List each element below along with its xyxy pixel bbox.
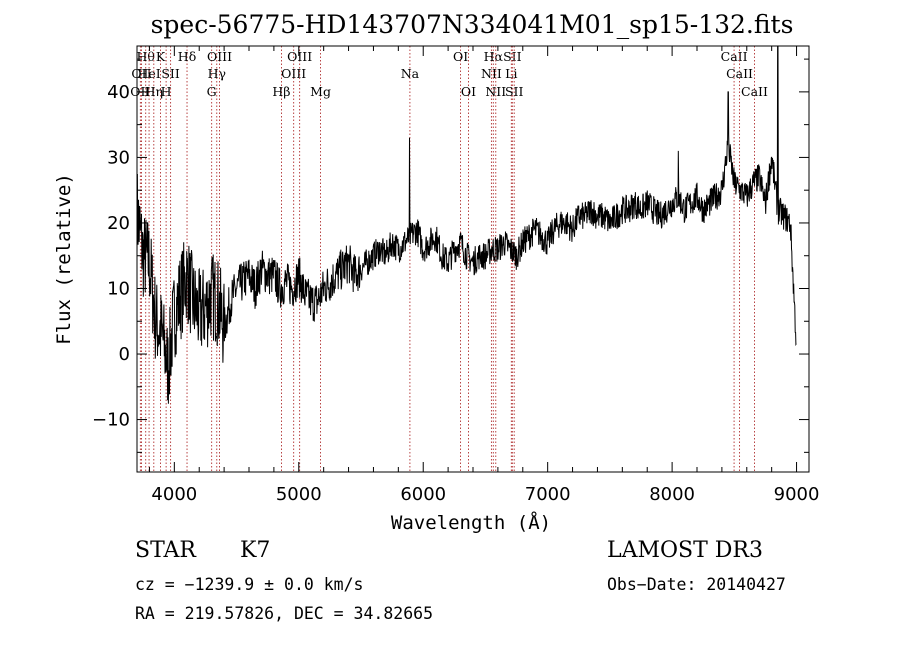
x-axis-label: Wavelength (Å)	[391, 511, 551, 534]
line-marker-label: Hθ	[136, 49, 154, 64]
x-tick-label: 4000	[151, 484, 197, 505]
line-marker-label: OIII	[281, 66, 306, 81]
line-marker-label: Hδ	[178, 49, 196, 64]
line-marker-label: Na	[401, 66, 420, 81]
x-tick-label: 8000	[649, 484, 695, 505]
line-marker-label: Hβ	[272, 84, 290, 99]
y-tick-label: −10	[92, 410, 130, 431]
redshift-value: cz = −1239.9 ± 0.0 km/s	[135, 575, 364, 594]
line-marker-label: H	[161, 84, 172, 99]
emission-line-markers: OIIOIIHθHeIHηKHSIIHδGHγOIIIHβOIIIOIIIMgN…	[130, 46, 768, 472]
line-marker-label: NII	[481, 66, 502, 81]
y-tick-label: 20	[107, 213, 130, 234]
coordinates: RA = 219.57826, DEC = 34.82665	[135, 604, 434, 623]
x-tick-label: 9000	[774, 484, 820, 505]
y-tick-label: 40	[107, 82, 130, 103]
line-marker-label: OII	[131, 66, 151, 81]
object-subclass: K7	[240, 538, 271, 563]
line-marker-label: G	[207, 84, 217, 99]
chart-title: spec-56775-HD143707N334041M01_sp15-132.f…	[151, 10, 794, 39]
spectrum-line	[136, 45, 797, 404]
line-marker-label: OI	[453, 49, 468, 64]
spectrum-series	[136, 45, 797, 404]
line-marker-label: HeI	[137, 66, 160, 81]
y-tick-label: 0	[119, 344, 130, 365]
line-marker-label: Li	[505, 66, 517, 81]
x-axis: 4000 5000 6000 7000 8000 9000	[148, 46, 820, 505]
survey-name: LAMOST DR3	[607, 538, 763, 563]
object-class: STAR	[135, 538, 196, 563]
line-marker-label: K	[156, 49, 166, 64]
line-marker-label: SII	[503, 49, 522, 64]
line-marker-label: OI	[461, 84, 476, 99]
observation-date: Obs−Date: 20140427	[607, 575, 786, 594]
line-marker-label: SII	[161, 66, 180, 81]
x-tick-label: 7000	[525, 484, 571, 505]
line-marker-label: CaII	[726, 66, 753, 81]
line-marker-label: Hγ	[208, 66, 226, 81]
line-marker-label: OIII	[287, 49, 312, 64]
line-marker-label: CaII	[741, 84, 768, 99]
x-tick-label: 5000	[276, 484, 322, 505]
y-tick-label: 10	[107, 278, 130, 299]
y-axis: −10 0 10 20 30 40	[92, 58, 809, 453]
line-marker-label: NII	[485, 84, 506, 99]
x-tick-label: 6000	[400, 484, 446, 505]
y-tick-label: 30	[107, 147, 130, 168]
line-marker-label: SII	[505, 84, 524, 99]
line-marker-label: Hη	[145, 84, 163, 99]
line-marker-label: CaII	[721, 49, 748, 64]
line-marker-label: Mg	[310, 84, 331, 99]
line-marker-label: Hα	[484, 49, 504, 64]
line-marker-label: OIII	[207, 49, 232, 64]
y-axis-label: Flux (relative)	[53, 173, 75, 345]
